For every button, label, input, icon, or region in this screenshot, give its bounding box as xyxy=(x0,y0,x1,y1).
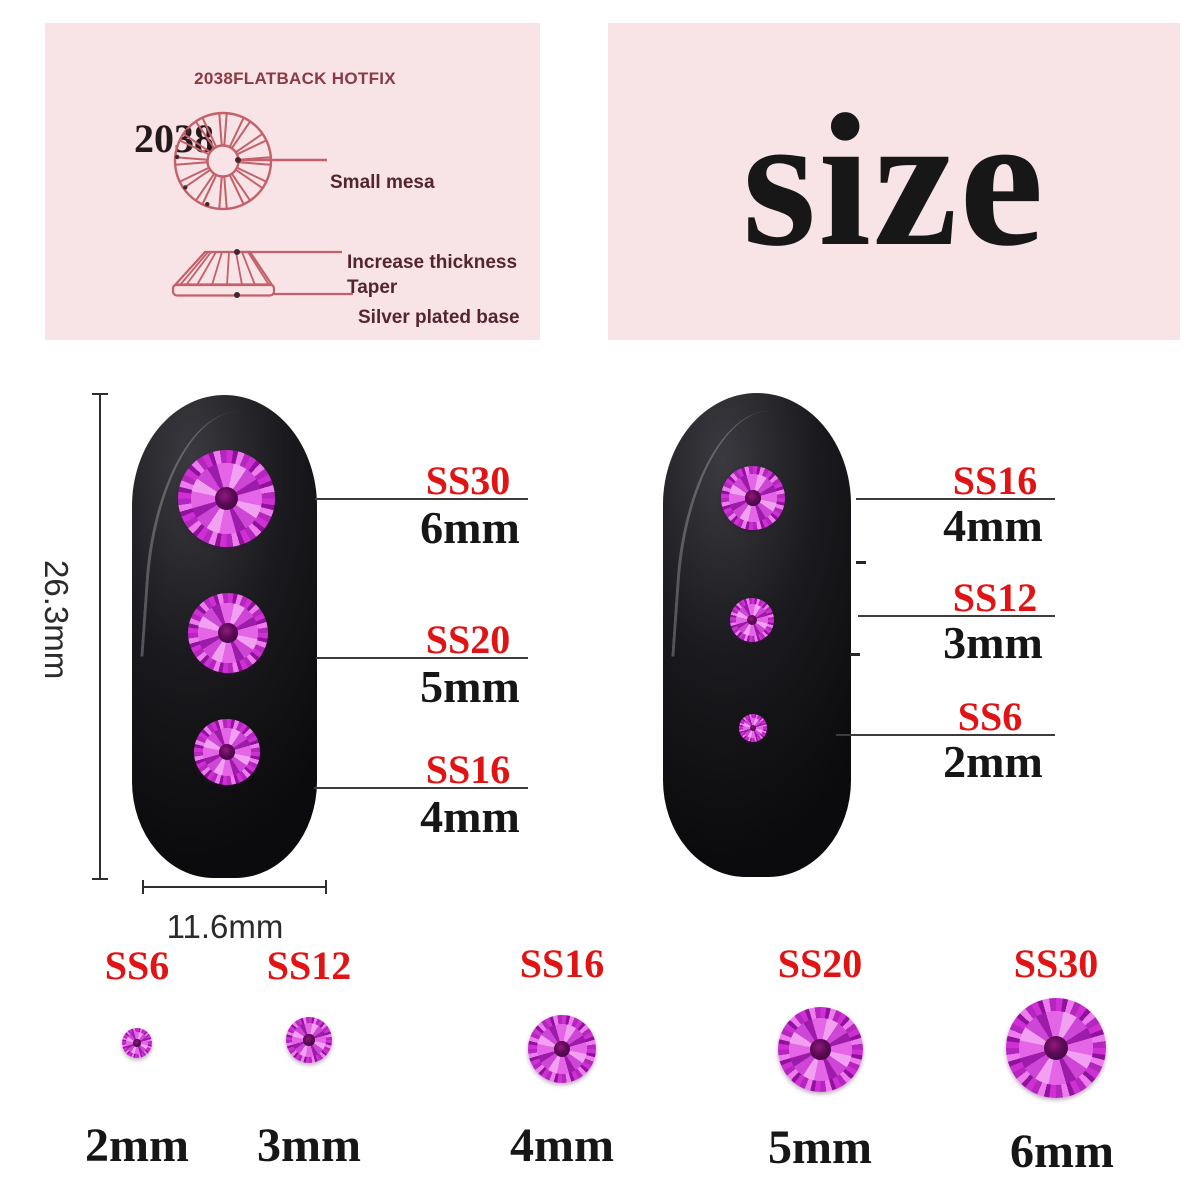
size-heading: size xyxy=(742,76,1046,286)
spec-model-number: 2038 xyxy=(134,116,214,161)
row-code: SS20 xyxy=(777,941,863,986)
rhinestone-ss6 xyxy=(739,714,767,742)
callout-line-ss20 xyxy=(316,657,528,659)
rhinestone-ss12 xyxy=(730,598,774,642)
side-view-diagram xyxy=(171,250,353,297)
stone-size: 2mm xyxy=(943,736,1043,787)
increase-thickness-label: Increase thickness xyxy=(347,252,518,273)
side-facet-lines xyxy=(179,251,270,286)
stone-code: SS12 xyxy=(952,575,1038,620)
diagram-dots xyxy=(175,129,241,298)
rhinestone-technical-diagram xyxy=(171,111,353,298)
row-code: SS16 xyxy=(519,941,605,986)
nail-height-label: 26.3mm xyxy=(38,560,75,680)
row-size: 5mm xyxy=(768,1121,872,1174)
size-panel xyxy=(608,23,1180,340)
stone-code: SS16 xyxy=(425,747,511,792)
callout-line-ss12 xyxy=(858,615,1055,617)
row-code: SS12 xyxy=(266,943,352,988)
stone-code: SS20 xyxy=(425,617,511,662)
stone-code: SS6 xyxy=(957,694,1023,739)
stone-size: 3mm xyxy=(943,617,1043,668)
stone-code: SS30 xyxy=(425,458,511,503)
row-gem-ss30 xyxy=(1006,998,1106,1098)
width-dim-left-cap xyxy=(142,880,144,894)
taper-label: Taper xyxy=(347,277,398,298)
nail-width-label: 11.6mm xyxy=(166,908,284,945)
row-code: SS30 xyxy=(1013,941,1099,986)
row-gem-ss12 xyxy=(286,1017,332,1063)
base-profile xyxy=(171,283,276,297)
callout-line-ss16-right xyxy=(856,498,1055,500)
stone-size: 5mm xyxy=(420,661,520,712)
callout-line-ss30 xyxy=(315,498,528,500)
facet-spokes xyxy=(175,113,271,209)
inner-circle xyxy=(206,144,240,178)
stone-size: 4mm xyxy=(420,791,520,842)
row-size: 6mm xyxy=(1010,1125,1114,1178)
stone-size: 4mm xyxy=(943,500,1043,551)
width-dimension-line xyxy=(143,886,327,888)
width-dim-right-cap xyxy=(325,880,327,894)
stone-size: 6mm xyxy=(420,502,520,553)
top-view-diagram xyxy=(173,111,327,211)
spec-panel: 2038FLATBACK HOTFIX 2038 xyxy=(45,23,540,340)
spec-panel-title: 2038FLATBACK HOTFIX xyxy=(194,69,396,88)
stone-code: SS16 xyxy=(952,458,1038,503)
rhinestone-ss16-left xyxy=(194,719,260,785)
row-size: 4mm xyxy=(510,1119,614,1172)
row-gem-ss20 xyxy=(778,1007,863,1092)
height-dim-top-cap xyxy=(92,393,108,395)
silver-base-label: Silver plated base xyxy=(358,307,520,328)
nail-edge-tick xyxy=(850,653,860,656)
callout-line-ss6 xyxy=(836,734,1055,736)
rhinestone-ss16-right xyxy=(721,466,785,530)
nail-edge-tick xyxy=(856,561,866,564)
rhinestone-ss20 xyxy=(188,593,268,673)
callout-line-ss16-left xyxy=(314,787,528,789)
rhinestone-ss30 xyxy=(178,450,275,547)
row-code: SS6 xyxy=(104,943,170,988)
row-size: 3mm xyxy=(257,1119,361,1172)
row-gem-ss16 xyxy=(528,1015,596,1083)
height-dimension-line xyxy=(99,394,101,880)
small-mesa-label: Small mesa xyxy=(330,172,435,193)
height-dim-bottom-cap xyxy=(92,878,108,880)
row-size: 2mm xyxy=(85,1119,189,1172)
row-gem-ss6 xyxy=(122,1028,152,1058)
